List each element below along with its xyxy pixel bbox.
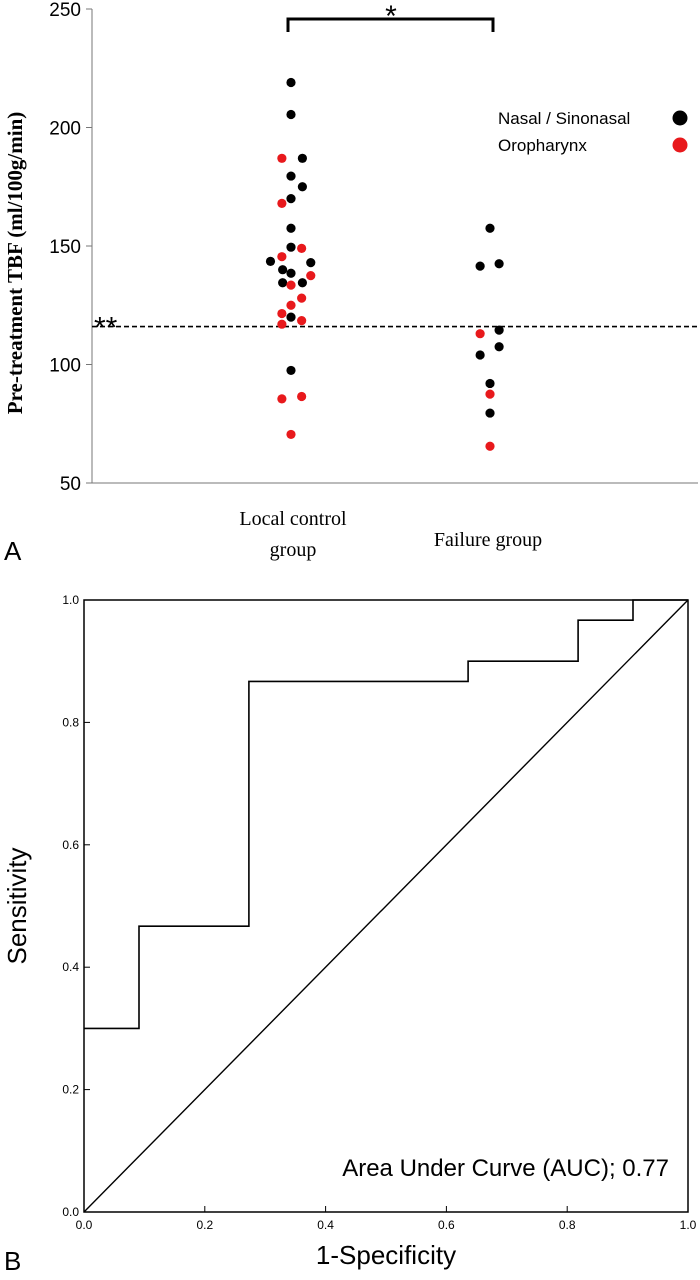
panel-b-lines: [83, 599, 689, 1213]
panel-b-y-tick-label: 0.2: [62, 1083, 79, 1097]
x-label-local-control-line1: Local control: [239, 508, 347, 530]
panel-b-roc: 0.0 0.2 0.4 0.6 0.8 1.0 0.0 0.2 0.4 0.6 0.8 1.0 Are…: [2, 593, 697, 1276]
legend-marker-oropharynx: [672, 137, 688, 153]
panel-b-y-tick-label: 0.6: [62, 838, 79, 852]
scatter-point: [277, 394, 287, 404]
scatter-point: [286, 109, 296, 120]
panel-b-y-tick-label: 0.4: [62, 960, 79, 974]
panel-a-y-tick-label: 50: [60, 474, 81, 495]
scatter-point: [277, 308, 287, 319]
panel-b-y-tick-label: 0.8: [62, 715, 79, 729]
scatter-point: [286, 77, 296, 88]
panel-b-x-tick-label: 1.0: [680, 1218, 697, 1232]
roc-plot-frame: [83, 599, 689, 1213]
panel-b-x-tick-label: 0.4: [317, 1218, 334, 1232]
scatter-point: [485, 389, 495, 399]
scatter-point: [278, 278, 288, 288]
scatter-point: [485, 223, 495, 233]
panel-a-y-axis: 50 100 150 200 250: [49, 0, 698, 495]
legend-marker-nasal: [672, 110, 688, 126]
panel-a-scatter: 50 100 150 200 250 ** * Pre-treatment TBF (m…: [3, 0, 698, 566]
panel-a-y-tick-label: 200: [49, 119, 81, 140]
scatter-point: [297, 278, 307, 288]
scatter-point: [286, 194, 296, 204]
scatter-point: [297, 243, 307, 253]
panel-b-y-tick-label: 1.0: [62, 593, 79, 607]
panel-b-y-axis-label: Sensitivity: [2, 847, 32, 964]
significance-bracket-line: [286, 17, 495, 32]
legend-label-oropharynx: Oropharynx: [498, 136, 587, 155]
panel-a-points: [265, 77, 504, 451]
scatter-point: [278, 265, 288, 275]
panel-b-axes: 0.0 0.2 0.4 0.6 0.8 1.0 0.0 0.2 0.4 0.6 0.8 1.0: [62, 593, 696, 1232]
scatter-point: [485, 408, 495, 418]
panel-a-y-tick-label: 150: [49, 237, 81, 258]
scatter-point: [286, 300, 296, 310]
scatter-point: [277, 198, 287, 208]
scatter-point: [277, 153, 287, 163]
scatter-point: [494, 342, 504, 352]
panel-b-x-tick-label: 0.8: [559, 1218, 576, 1232]
scatter-point: [286, 242, 296, 252]
x-label-failure-group: Failure group: [434, 529, 542, 551]
scatter-point: [286, 223, 296, 233]
roc-reference-diagonal: [83, 599, 689, 1213]
scatter-point: [286, 171, 296, 181]
scatter-point: [286, 280, 296, 290]
scatter-point: [286, 429, 296, 440]
scatter-point: [475, 329, 485, 339]
scatter-point: [297, 153, 307, 163]
scatter-point: [306, 257, 316, 268]
panel-b-x-tick-label: 0.2: [196, 1218, 213, 1232]
scatter-point: [494, 325, 504, 335]
threshold-line: **: [92, 312, 698, 345]
roc-curve: [84, 599, 688, 1030]
x-label-local-control-line2: group: [270, 539, 317, 561]
legend-label-nasal: Nasal / Sinonasal: [498, 109, 630, 128]
scatter-point: [494, 259, 504, 269]
threshold-marker-double-asterisk: **: [94, 312, 118, 345]
significance-bracket: *: [286, 0, 495, 33]
panel-b-x-tick-label: 0.0: [76, 1218, 93, 1232]
scatter-point: [277, 252, 287, 262]
scatter-point: [306, 271, 316, 281]
scatter-point: [286, 312, 296, 322]
panel-a-letter: A: [4, 536, 22, 566]
scatter-point: [297, 293, 307, 303]
scatter-point: [286, 268, 296, 278]
scatter-point: [297, 182, 307, 192]
scatter-point: [475, 350, 485, 360]
scatter-point: [277, 319, 287, 329]
panel-a-y-axis-label: Pre-treatment TBF (ml/100g/min): [3, 112, 27, 415]
scatter-point: [297, 391, 307, 402]
scatter-point: [485, 378, 495, 389]
scatter-point: [265, 256, 276, 267]
significance-asterisk: *: [385, 0, 397, 33]
panel-a-y-tick-label: 250: [49, 0, 81, 21]
panel-b-letter: B: [4, 1246, 21, 1276]
roc-auc-annotation: Area Under Curve (AUC); 0.77: [342, 1155, 669, 1182]
panel-b-x-axis-label: 1-Specificity: [316, 1240, 456, 1270]
panel-b-y-tick-label: 0.0: [62, 1205, 79, 1219]
scatter-point: [475, 261, 485, 271]
panel-a-legend: Nasal / Sinonasal Oropharynx: [498, 109, 688, 155]
panel-a-y-tick-label: 100: [49, 356, 81, 377]
scatter-point: [485, 441, 495, 451]
panel-b-x-tick-label: 0.6: [438, 1218, 455, 1232]
scatter-point: [297, 316, 307, 326]
scatter-point: [286, 365, 296, 376]
